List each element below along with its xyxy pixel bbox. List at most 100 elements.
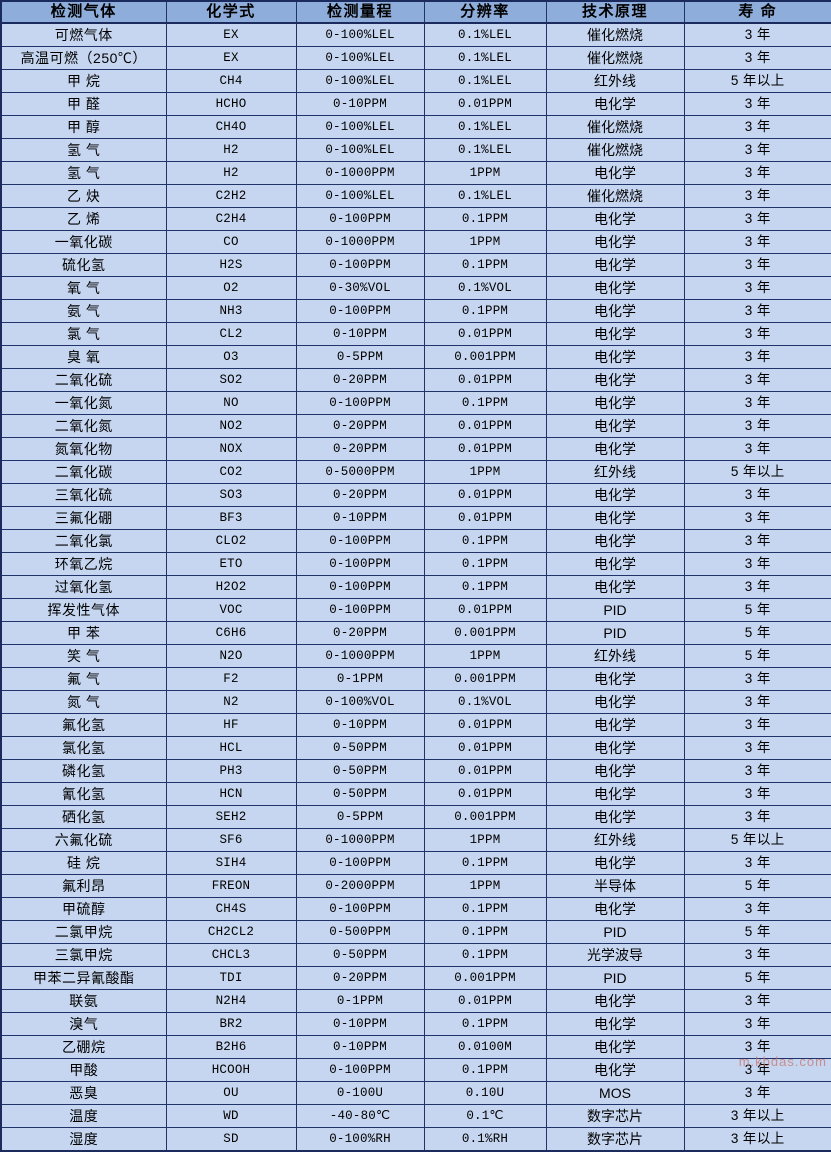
cell-technology: 电化学	[545, 437, 685, 461]
cell-range: 0-5PPM	[295, 345, 425, 369]
cell-range: 0-10PPM	[295, 1012, 425, 1036]
cell-technology: 电化学	[545, 299, 685, 323]
cell-range: 0-100PPM	[295, 575, 425, 599]
cell-lifespan: 3 年	[683, 161, 831, 185]
cell-lifespan: 5 年以上	[683, 69, 831, 93]
cell-range: 0-100%VOL	[295, 690, 425, 714]
cell-gas: 二氧化氮	[0, 414, 167, 438]
cell-formula: SO2	[165, 368, 297, 392]
cell-formula: CH2CL2	[165, 920, 297, 944]
cell-resolution: 0.1%LEL	[423, 22, 547, 47]
table-row: 硫化氢 H2S 0-100PPM 0.1PPM 电化学 3 年	[0, 253, 831, 277]
cell-resolution: 0.1PPM	[423, 207, 547, 231]
cell-gas: 甲 苯	[0, 621, 167, 645]
cell-resolution: 1PPM	[423, 828, 547, 852]
table-row: 甲酸 HCOOH 0-100PPM 0.1PPM 电化学 3 年	[0, 1058, 831, 1082]
cell-range: 0-100PPM	[295, 391, 425, 415]
cell-gas: 氟 气	[0, 667, 167, 691]
cell-lifespan: 3 年	[683, 483, 831, 507]
cell-technology: 电化学	[545, 207, 685, 231]
cell-formula: CO	[165, 230, 297, 254]
cell-resolution: 0.01PPM	[423, 437, 547, 461]
cell-formula: CH4	[165, 69, 297, 93]
cell-formula: CH4S	[165, 897, 297, 921]
cell-range: 0-1000PPM	[295, 828, 425, 852]
cell-technology: 红外线	[545, 828, 685, 852]
cell-lifespan: 3 年	[683, 230, 831, 254]
cell-formula: BR2	[165, 1012, 297, 1036]
cell-range: 0-50PPM	[295, 782, 425, 806]
cell-formula: NO	[165, 391, 297, 415]
column-header-formula: 化学式	[165, 0, 297, 24]
cell-lifespan: 3 年	[683, 22, 831, 47]
cell-resolution: 0.01PPM	[423, 736, 547, 760]
cell-gas: 氮氧化物	[0, 437, 167, 461]
cell-range: -40-80℃	[295, 1104, 425, 1128]
cell-lifespan: 3 年	[683, 667, 831, 691]
cell-lifespan: 3 年	[683, 345, 831, 369]
cell-lifespan: 3 年	[683, 1058, 831, 1082]
cell-lifespan: 3 年	[683, 713, 831, 737]
cell-range: 0-50PPM	[295, 943, 425, 967]
cell-formula: SEH2	[165, 805, 297, 829]
cell-gas: 恶臭	[0, 1081, 167, 1105]
cell-formula: H2	[165, 161, 297, 185]
cell-technology: 电化学	[545, 805, 685, 829]
cell-formula: N2H4	[165, 989, 297, 1013]
cell-lifespan: 3 年	[683, 437, 831, 461]
table-row: 二氧化硫 SO2 0-20PPM 0.01PPM 电化学 3 年	[0, 368, 831, 392]
cell-technology: 催化燃烧	[545, 184, 685, 208]
table-row: 一氧化碳 CO 0-1000PPM 1PPM 电化学 3 年	[0, 230, 831, 254]
cell-gas: 乙硼烷	[0, 1035, 167, 1059]
cell-resolution: 0.01PPM	[423, 759, 547, 783]
cell-range: 0-5000PPM	[295, 460, 425, 484]
cell-resolution: 0.001PPM	[423, 345, 547, 369]
cell-technology: 电化学	[545, 989, 685, 1013]
cell-lifespan: 3 年	[683, 184, 831, 208]
cell-range: 0-100PPM	[295, 851, 425, 875]
cell-gas: 硒化氢	[0, 805, 167, 829]
cell-resolution: 0.1%LEL	[423, 46, 547, 70]
cell-formula: NH3	[165, 299, 297, 323]
table-row: 二氯甲烷 CH2CL2 0-500PPM 0.1PPM PID 5 年	[0, 920, 831, 944]
cell-range: 0-5PPM	[295, 805, 425, 829]
cell-lifespan: 3 年	[683, 414, 831, 438]
table-row: 甲 醛 HCHO 0-10PPM 0.01PPM 电化学 3 年	[0, 92, 831, 116]
cell-formula: SD	[165, 1127, 297, 1152]
cell-technology: 红外线	[545, 69, 685, 93]
cell-resolution: 0.1℃	[423, 1104, 547, 1128]
cell-formula: FREON	[165, 874, 297, 898]
cell-formula: HF	[165, 713, 297, 737]
cell-resolution: 0.01PPM	[423, 483, 547, 507]
cell-technology: 光学波导	[545, 943, 685, 967]
cell-formula: CL2	[165, 322, 297, 346]
cell-range: 0-30%VOL	[295, 276, 425, 300]
cell-gas: 联氨	[0, 989, 167, 1013]
cell-gas: 氯 气	[0, 322, 167, 346]
cell-lifespan: 5 年	[683, 874, 831, 898]
table-row: 氟利昂 FREON 0-2000PPM 1PPM 半导体 5 年	[0, 874, 831, 898]
cell-gas: 三氯甲烷	[0, 943, 167, 967]
cell-gas: 二氧化氯	[0, 529, 167, 553]
table-row: 氯 气 CL2 0-10PPM 0.01PPM 电化学 3 年	[0, 322, 831, 346]
cell-technology: 电化学	[545, 506, 685, 530]
cell-gas: 环氧乙烷	[0, 552, 167, 576]
cell-lifespan: 5 年	[683, 920, 831, 944]
cell-formula: VOC	[165, 598, 297, 622]
table-row: 臭 氧 O3 0-5PPM 0.001PPM 电化学 3 年	[0, 345, 831, 369]
cell-formula: WD	[165, 1104, 297, 1128]
cell-range: 0-50PPM	[295, 759, 425, 783]
cell-lifespan: 3 年	[683, 943, 831, 967]
cell-range: 0-100%LEL	[295, 115, 425, 139]
column-header-resolution: 分辨率	[423, 0, 547, 24]
cell-lifespan: 3 年	[683, 736, 831, 760]
cell-lifespan: 5 年	[683, 621, 831, 645]
cell-resolution: 0.1%LEL	[423, 184, 547, 208]
cell-technology: 电化学	[545, 345, 685, 369]
cell-technology: 电化学	[545, 690, 685, 714]
table-row: 笑 气 N2O 0-1000PPM 1PPM 红外线 5 年	[0, 644, 831, 668]
cell-resolution: 0.001PPM	[423, 621, 547, 645]
cell-resolution: 0.1%VOL	[423, 276, 547, 300]
table-row: 氟化氢 HF 0-10PPM 0.01PPM 电化学 3 年	[0, 713, 831, 737]
